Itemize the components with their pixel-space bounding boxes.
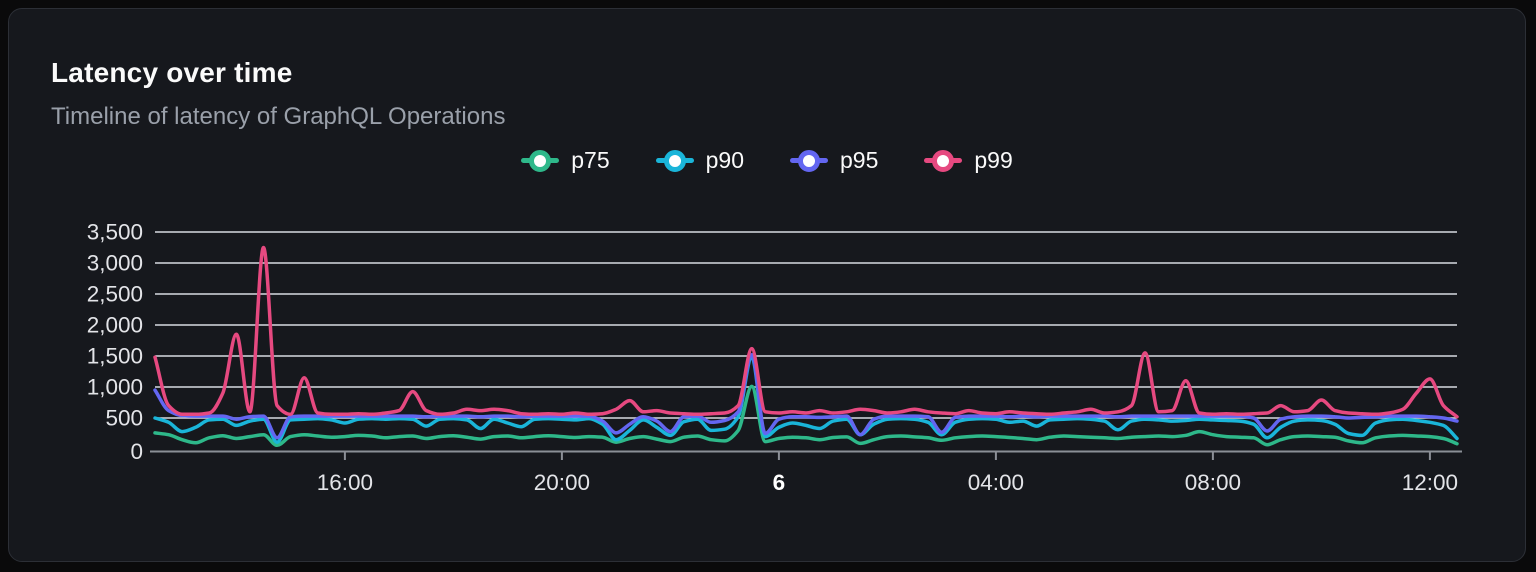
legend-marker-p99-icon bbox=[924, 149, 963, 172]
legend-item-p99[interactable]: p99 bbox=[924, 147, 1013, 174]
x-axis-label-20:00: 20:00 bbox=[534, 470, 590, 495]
y-axis-label-2,500: 2,500 bbox=[87, 282, 143, 307]
y-axis-label-1,500: 1,500 bbox=[87, 344, 143, 369]
x-axis-label-08:00: 08:00 bbox=[1185, 470, 1241, 495]
legend-label-p95: p95 bbox=[840, 147, 879, 173]
series-line-p95 bbox=[153, 353, 1459, 440]
legend-item-p90[interactable]: p90 bbox=[655, 147, 744, 174]
y-axis-label-1,000: 1,000 bbox=[87, 375, 143, 400]
x-axis-label-12:00: 12:00 bbox=[1402, 470, 1458, 495]
y-axis-label-500: 500 bbox=[105, 406, 143, 431]
x-axis-label-16:00: 16:00 bbox=[317, 470, 373, 495]
series-line-p75 bbox=[153, 384, 1459, 448]
series-line-p99 bbox=[153, 245, 1459, 419]
y-axis-label-2,000: 2,000 bbox=[87, 313, 143, 338]
legend-marker-p95-icon bbox=[790, 149, 828, 172]
legend: p75 p90 p95 p99 bbox=[9, 147, 1525, 174]
x-axis-label-04:00: 04:00 bbox=[968, 470, 1024, 495]
legend-marker-p90-icon bbox=[655, 149, 694, 172]
legend-marker-p75-icon bbox=[521, 149, 560, 172]
legend-label-p75: p75 bbox=[571, 147, 610, 173]
page-subtitle: Timeline of latency of GraphQL Operation… bbox=[51, 103, 506, 130]
page-title: Latency over time bbox=[51, 57, 293, 88]
legend-item-p95[interactable]: p95 bbox=[790, 147, 878, 174]
legend-label-p99: p99 bbox=[974, 147, 1013, 173]
y-axis-label-3,500: 3,500 bbox=[87, 220, 143, 245]
series-line-p90 bbox=[153, 355, 1459, 444]
legend-label-p90: p90 bbox=[705, 147, 744, 173]
x-axis-label-6: 6 bbox=[773, 470, 786, 495]
y-axis-label-3,000: 3,000 bbox=[87, 251, 143, 276]
y-axis-label-0: 0 bbox=[130, 439, 143, 464]
legend-item-p75[interactable]: p75 bbox=[521, 147, 610, 174]
